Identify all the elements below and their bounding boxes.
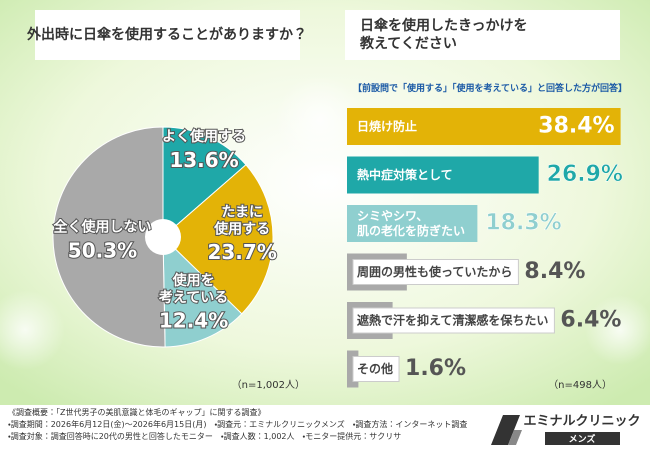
slice-label: 使用を考えている (158, 272, 228, 306)
bokeh (585, 295, 650, 365)
slice-value: 13.6% (169, 147, 238, 171)
slice-label: たまに使用する (213, 205, 270, 238)
pie-slice (162, 164, 274, 315)
bar-value: 1.6% (405, 356, 466, 381)
sample-size: （n=498人） (548, 379, 612, 391)
chart-subtitle: 【前設問で「使用する」「使用を考えている」と回答した方が回答】 (353, 82, 627, 94)
slice-label: よく使用する (162, 128, 246, 145)
logo (491, 415, 620, 445)
bar (347, 205, 478, 242)
chart-title: 外出時に日傘を使用することがありますか？ (26, 26, 307, 43)
logo-mark (508, 430, 522, 445)
label-box (352, 356, 400, 382)
bar-label: 日焼け防止 (357, 118, 417, 133)
pie-slice (52, 126, 166, 348)
bokeh (0, 290, 65, 370)
bar-label: 熱中症対策として (357, 167, 453, 182)
slice-label: 全く使用しない (54, 219, 152, 236)
bar-value: 26.9% (547, 162, 623, 187)
bar-value: 18.3% (485, 211, 561, 236)
label-box (352, 259, 519, 285)
bar-value: 38.4% (538, 114, 614, 139)
chart-title: 日傘を使用したきっかけを教えてください (359, 17, 527, 52)
logo-mark (491, 415, 520, 445)
bar-label: 遮熱で汗を抑えて清潔感を保ちたい (357, 312, 548, 327)
sample-size: （n=1,002人） (232, 379, 305, 391)
bar (347, 108, 621, 145)
title-box (35, 10, 300, 60)
pie-slice (162, 235, 243, 348)
pie-slice (162, 126, 247, 239)
bar-label: 周囲の男性も使っていたから (357, 264, 512, 279)
bar (347, 156, 539, 194)
bar-label: その他 (357, 361, 393, 376)
label-box (352, 307, 555, 334)
footer-line: ・調査期間：2026年6月12日(金)～2026年6月15日(月) ・調査元：エ… (8, 419, 467, 429)
footer-line: 《調査概要：「Z世代男子の美肌意識と体毛のギャップ」に関する調査》 (8, 407, 265, 417)
logo-sub: メンズ (569, 433, 596, 445)
logo-text: エミナルクリニック (523, 414, 640, 429)
bokeh (275, 75, 365, 165)
footer-bg (0, 405, 650, 450)
bar-value: 8.4% (524, 259, 585, 284)
slice-value: 23.7% (207, 240, 276, 264)
logo-sub-bg (545, 432, 620, 445)
footer-line: ・調査対象：調査回答時に20代の男性と回答したモニター ・調査人数：1,002人… (8, 431, 401, 441)
title-box (345, 10, 620, 60)
slice-value: 12.4% (159, 308, 228, 332)
bar-label: シミやシワ、肌の老化を防ぎたい (356, 209, 465, 238)
slice-value: 50.3% (68, 238, 137, 262)
bar-value: 6.4% (560, 308, 621, 333)
pie-hole (145, 219, 181, 255)
